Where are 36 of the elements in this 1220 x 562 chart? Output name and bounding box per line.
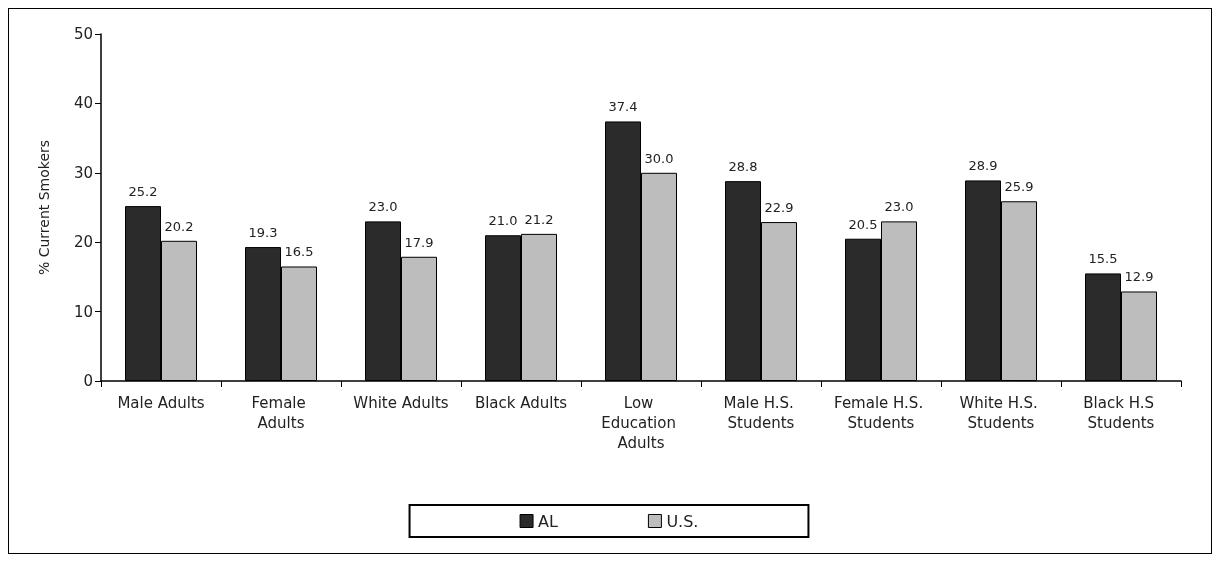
- legend-label: U.S.: [666, 511, 699, 531]
- y-tick-label: 10: [73, 302, 93, 321]
- x-tick-label: Black H.S Students: [1083, 394, 1159, 432]
- x-tick-label: Male H.S. Students: [723, 394, 799, 432]
- y-tick-label: 50: [73, 25, 93, 43]
- data-label: 20.2: [164, 218, 194, 234]
- data-label: 37.4: [608, 99, 638, 115]
- x-tick-label: Male Adults: [117, 394, 205, 412]
- x-tick-label: Black Adults: [474, 394, 568, 412]
- y-tick-label: 40: [73, 94, 93, 113]
- x-tick-label: Female Adults: [251, 394, 311, 432]
- data-label: 25.2: [128, 184, 158, 200]
- data-label: 21.2: [524, 211, 554, 227]
- data-label: 16.5: [284, 244, 314, 260]
- y-tick-label: 30: [73, 163, 93, 182]
- y-tick-label: 20: [73, 233, 93, 252]
- data-label: 28.9: [968, 158, 998, 174]
- data-label: 15.5: [1088, 251, 1118, 267]
- legend-label: AL: [538, 511, 558, 531]
- data-label: 20.5: [848, 216, 878, 232]
- data-label: 25.9: [1004, 179, 1034, 195]
- data-label: 12.9: [1124, 269, 1154, 285]
- data-label: 23.0: [884, 199, 914, 215]
- data-label: 28.8: [728, 159, 758, 175]
- y-tick-label: 0: [83, 372, 93, 390]
- x-tick-label: White H.S. Students: [959, 394, 1043, 432]
- data-label: 22.9: [764, 200, 794, 216]
- data-label: 23.0: [368, 199, 398, 215]
- data-label: 19.3: [248, 225, 278, 241]
- data-label: 30.0: [644, 150, 674, 166]
- data-label: 21.0: [488, 213, 518, 229]
- x-tick-label: White Adults: [353, 394, 449, 412]
- y-axis-title: % Current Smokers: [36, 139, 52, 276]
- x-tick-label: Low Education Adults: [601, 394, 681, 452]
- x-tick-label: Female H.S. Students: [834, 394, 928, 432]
- data-label: 17.9: [404, 234, 434, 250]
